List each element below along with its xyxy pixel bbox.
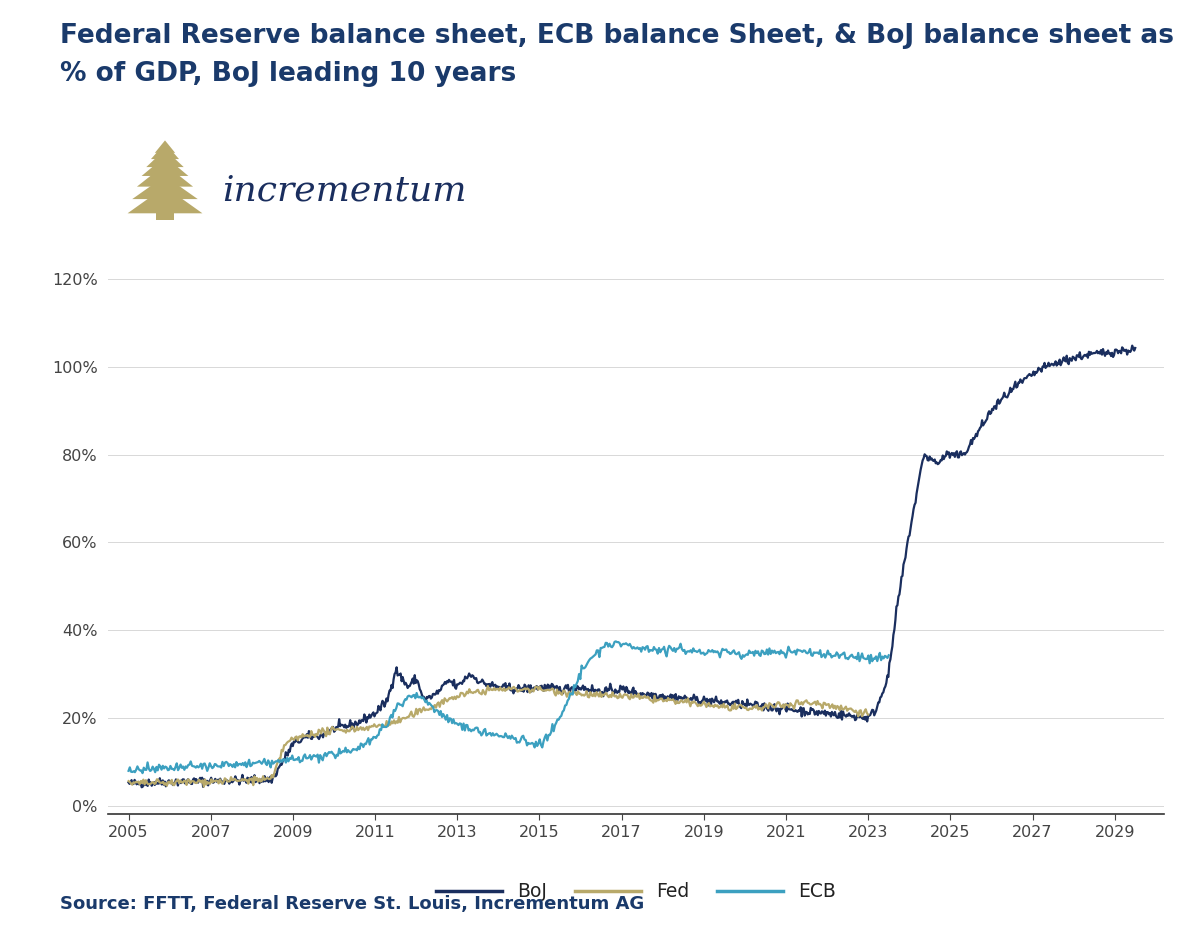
Bar xyxy=(138,220,192,229)
Bar xyxy=(156,210,174,229)
Polygon shape xyxy=(132,176,198,199)
Legend: BoJ, Fed, ECB: BoJ, Fed, ECB xyxy=(428,875,844,909)
Polygon shape xyxy=(127,186,203,213)
Polygon shape xyxy=(155,140,175,153)
Text: Federal Reserve balance sheet, ECB balance Sheet, & BoJ balance sheet as: Federal Reserve balance sheet, ECB balan… xyxy=(60,23,1174,50)
Text: incrementum: incrementum xyxy=(222,173,467,207)
Polygon shape xyxy=(137,165,193,186)
Polygon shape xyxy=(142,156,188,176)
Polygon shape xyxy=(151,143,179,159)
Text: Source: FFTT, Federal Reserve St. Louis, Incrementum AG: Source: FFTT, Federal Reserve St. Louis,… xyxy=(60,895,644,913)
Polygon shape xyxy=(146,149,184,167)
Text: % of GDP, BoJ leading 10 years: % of GDP, BoJ leading 10 years xyxy=(60,61,516,87)
